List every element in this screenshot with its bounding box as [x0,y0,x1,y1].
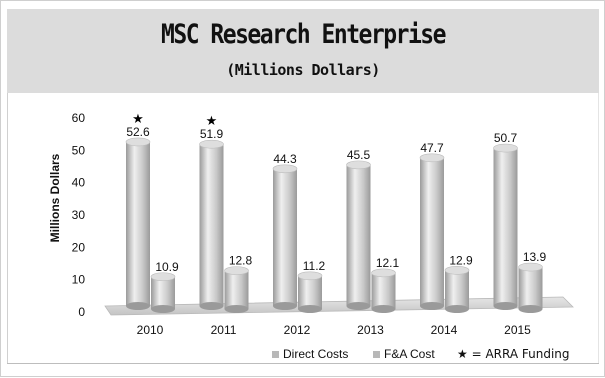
chart-title: MSC Research Enterprise [161,20,447,50]
y-tick-label: 30 [72,208,86,222]
arra-star-icon: ★ [206,114,218,129]
bar-fa-cost [298,275,322,309]
data-label: 51.9 [200,127,224,141]
y-tick-label: 0 [78,305,85,319]
bar-direct-costs [420,157,444,306]
x-tick-label: 2014 [431,323,458,337]
bar-base [298,305,322,313]
bar-top [150,272,176,282]
bar-fa-cost [151,276,175,309]
bar-fa-cost [445,270,469,309]
bar-direct-costs [346,164,371,306]
bar-top [518,262,543,272]
bar-top [493,143,518,153]
bar-base [126,302,150,310]
data-label: 50.7 [494,131,518,145]
legend-label-arra-funding: ★ = ARRA Funding [457,347,570,361]
y-tick-label: 40 [72,176,86,190]
bar-base [518,305,543,313]
bar-base [445,305,469,313]
bar-fa-cost [371,272,396,309]
x-tick-label: 2011 [211,323,237,337]
bar-top [419,153,445,163]
data-label: 45.5 [347,148,371,162]
x-tick-label: 2015 [504,323,531,337]
bar-base [199,302,224,310]
bar-direct-costs [273,168,297,306]
bar-fa-cost [518,267,543,309]
left-rule [7,93,8,363]
bar-top [199,139,224,149]
data-label: 44.3 [273,152,297,166]
legend-label-fa-cost: F&A Cost [384,347,435,361]
bar-base [371,305,396,313]
bar-base [224,305,249,313]
right-rule [598,93,599,363]
bar-base [273,302,297,310]
x-tick-label: 2013 [357,323,384,337]
y-tick-label: 60 [72,111,86,125]
legend-label-direct-costs: Direct Costs [283,347,348,361]
bar-base [346,302,371,310]
y-tick-label: 20 [72,240,86,254]
bar-top [371,268,396,278]
arra-star-icon: ★ [132,112,144,127]
bottom-rule [7,363,599,364]
bar-top [444,265,470,275]
bar-top [125,137,151,147]
data-label: 10.9 [155,260,179,274]
legend-swatch-fa-cost [373,351,380,358]
chart-header: MSC Research Enterprise (Millions Dollar… [7,9,599,93]
data-label: 12.9 [449,253,473,267]
chart-subtitle: (Millions Dollars) [226,61,380,79]
y-tick-label: 10 [72,273,86,287]
x-tick-label: 2010 [137,323,164,337]
bar-fa-cost [224,270,249,309]
data-label: 52.6 [126,125,150,139]
x-tick-label: 2012 [284,323,311,337]
data-label: 13.9 [523,250,547,264]
y-tick-label: 50 [72,143,86,157]
data-label: 12.8 [229,254,253,268]
data-label: 12.1 [376,256,400,270]
bar-direct-costs [199,144,224,306]
bar-direct-costs [126,141,150,306]
legend-swatch-direct-costs [272,351,279,358]
bar-direct-costs [493,148,518,306]
data-label: 47.7 [420,141,444,155]
bar-top [272,164,298,174]
bar-top [297,271,323,281]
bar-base [151,305,175,313]
bar-base [493,302,518,310]
bar-top [346,160,371,170]
data-label: 11.2 [303,259,326,273]
bar-top [224,266,249,275]
bar-base [420,302,444,310]
